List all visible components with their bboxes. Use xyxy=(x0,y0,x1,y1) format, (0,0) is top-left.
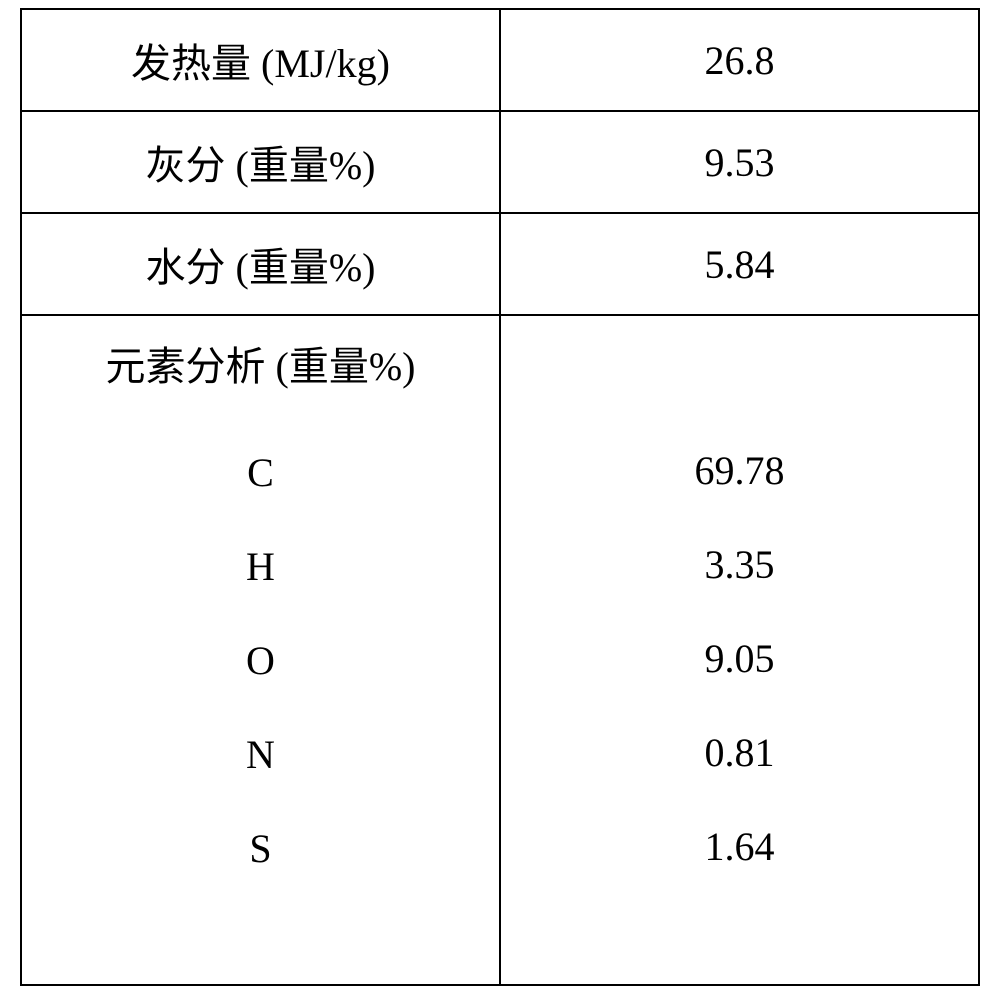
properties-table: 发热量 (MJ/kg) 26.8 灰分 (重量%) 9.53 水分 (重量%) … xyxy=(20,8,980,986)
element-value: 69.78 xyxy=(521,424,958,518)
elemental-header: 元素分析 (重量%) xyxy=(42,334,479,392)
table-row: 灰分 (重量%) 9.53 xyxy=(21,111,979,213)
element-value: 3.35 xyxy=(521,518,958,612)
element-value: 0.81 xyxy=(521,706,958,800)
elemental-value-cell: 69.78 3.35 9.05 0.81 1.64 xyxy=(500,315,979,985)
row-label: 发热量 (MJ/kg) xyxy=(21,9,500,111)
row-value: 26.8 xyxy=(500,9,979,111)
element-symbol: N xyxy=(42,708,479,802)
table-row: 发热量 (MJ/kg) 26.8 xyxy=(21,9,979,111)
element-symbol: H xyxy=(42,520,479,614)
table-row-elemental: 元素分析 (重量%) C H O N S 69.78 3.35 9.05 0.8… xyxy=(21,315,979,985)
element-symbol: O xyxy=(42,614,479,708)
row-value: 5.84 xyxy=(500,213,979,315)
element-value: 9.05 xyxy=(521,612,958,706)
element-symbol: S xyxy=(42,802,479,896)
table-container: 发热量 (MJ/kg) 26.8 灰分 (重量%) 9.53 水分 (重量%) … xyxy=(0,8,1000,896)
row-label: 灰分 (重量%) xyxy=(21,111,500,213)
row-value: 9.53 xyxy=(500,111,979,213)
element-value: 1.64 xyxy=(521,800,958,894)
row-label: 水分 (重量%) xyxy=(21,213,500,315)
element-symbol: C xyxy=(42,426,479,520)
table-row: 水分 (重量%) 5.84 xyxy=(21,213,979,315)
elemental-label-cell: 元素分析 (重量%) C H O N S xyxy=(21,315,500,985)
